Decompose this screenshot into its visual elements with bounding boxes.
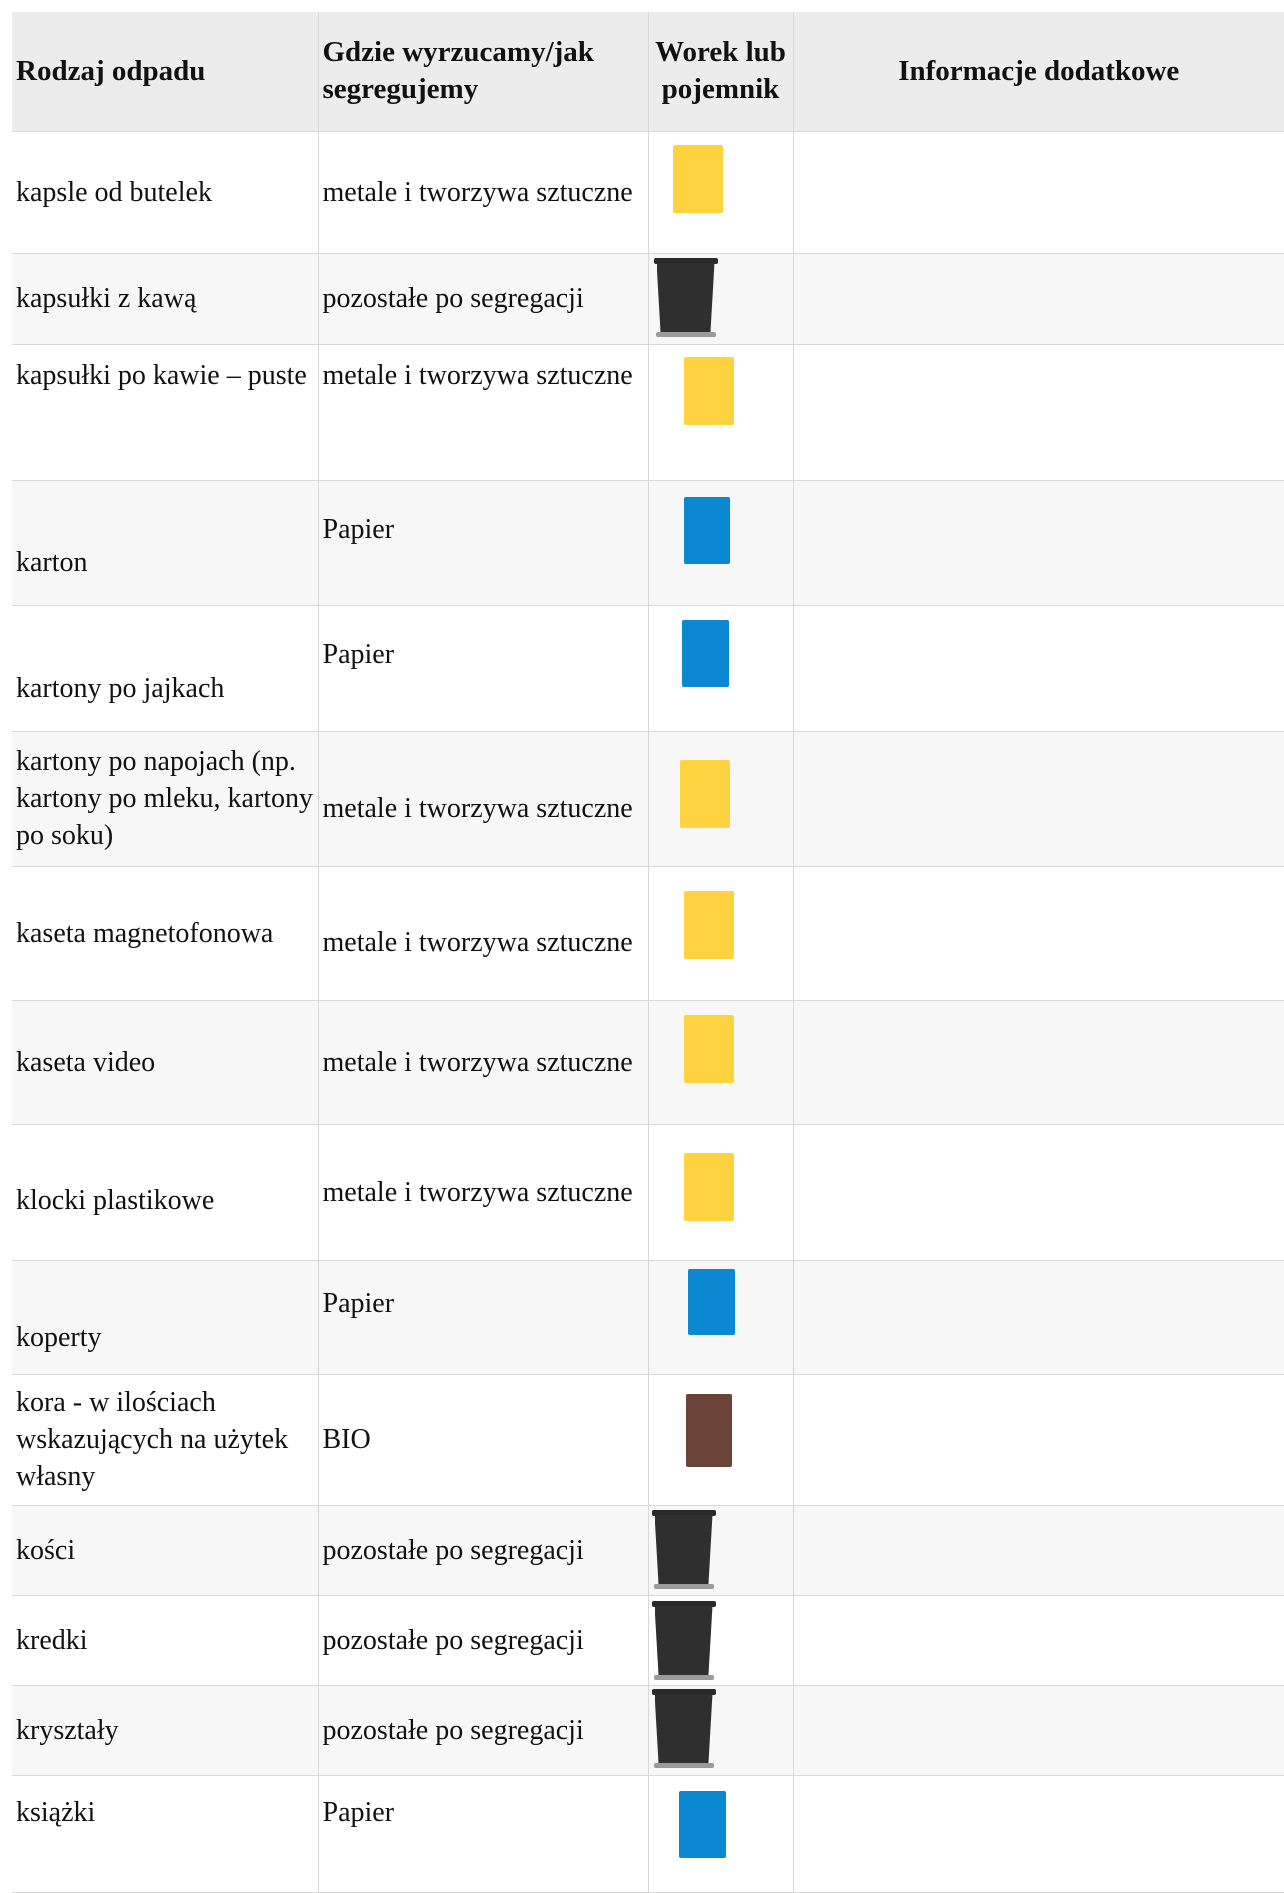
- disposal-category: pozostałe po segregacji: [317, 1505, 648, 1596]
- yellow-bag-icon: [683, 890, 734, 959]
- additional-info: [792, 131, 1284, 254]
- disposal-category: Papier: [317, 605, 648, 732]
- additional-info: [792, 253, 1284, 345]
- black-bin-icon: [651, 1688, 716, 1769]
- table-row: kaseta video metale i tworzywa sztuczne: [12, 1000, 1284, 1125]
- disposal-category: BIO: [317, 1374, 648, 1506]
- table-row: kartony po napojach (np. kartony po mlek…: [12, 731, 1284, 867]
- waste-name: książki: [12, 1775, 318, 1893]
- yellow-bag-icon: [683, 356, 734, 425]
- additional-info: [792, 731, 1284, 867]
- additional-info: [792, 1505, 1284, 1596]
- table-row: kora - w ilościach wskazujących na użyte…: [12, 1374, 1284, 1506]
- waste-name: kapsułki z kawą: [12, 253, 318, 345]
- disposal-category: metale i tworzywa sztuczne: [317, 344, 648, 481]
- additional-info: [792, 344, 1284, 481]
- blue-bag-icon: [687, 1268, 735, 1335]
- table-row: kartony po jajkach Papier: [12, 605, 1284, 732]
- waste-name: kaseta video: [12, 1000, 318, 1125]
- yellow-bag-icon: [683, 1152, 734, 1221]
- additional-info: [792, 1595, 1284, 1686]
- additional-info: [792, 1000, 1284, 1125]
- waste-name: kredki: [12, 1595, 318, 1686]
- table-row: kaseta magnetofonowa metale i tworzywa s…: [12, 866, 1284, 1001]
- waste-name: kapsułki po kawie – puste: [12, 344, 318, 481]
- header-waste-type: Rodzaj odpadu: [12, 12, 318, 132]
- waste-sorting-table: Rodzaj odpadu Gdzie wyrzucamy/jak segreg…: [12, 12, 1284, 1893]
- header-info: Informacje dodatkowe: [792, 12, 1284, 132]
- waste-name: kryształy: [12, 1685, 318, 1776]
- yellow-bag-icon: [683, 1014, 734, 1083]
- header-container: Worek lub pojemnik: [647, 12, 793, 132]
- additional-info: [792, 1260, 1284, 1375]
- blue-bag-icon: [681, 619, 729, 687]
- additional-info: [792, 480, 1284, 606]
- disposal-category: Papier: [317, 480, 648, 606]
- header-row: Rodzaj odpadu Gdzie wyrzucamy/jak segreg…: [12, 12, 1284, 132]
- yellow-bag-icon: [679, 759, 730, 828]
- disposal-category: metale i tworzywa sztuczne: [317, 731, 648, 867]
- additional-info: [792, 1775, 1284, 1893]
- waste-name: kartony po napojach (np. kartony po mlek…: [12, 731, 318, 867]
- table-row: kapsułki po kawie – puste metale i tworz…: [12, 344, 1284, 481]
- table-row: kapsle od butelek metale i tworzywa sztu…: [12, 131, 1284, 254]
- additional-info: [792, 1685, 1284, 1776]
- waste-name: kora - w ilościach wskazujących na użyte…: [12, 1374, 318, 1506]
- table-row: karton Papier: [12, 480, 1284, 606]
- waste-name: kapsle od butelek: [12, 131, 318, 254]
- disposal-category: Papier: [317, 1260, 648, 1375]
- yellow-bag-icon: [672, 144, 723, 213]
- table-row: książki Papier: [12, 1775, 1284, 1893]
- table-row: klocki plastikowe metale i tworzywa sztu…: [12, 1124, 1284, 1261]
- disposal-category: metale i tworzywa sztuczne: [317, 1124, 648, 1261]
- disposal-category: pozostałe po segregacji: [317, 1685, 648, 1776]
- disposal-category: metale i tworzywa sztuczne: [317, 866, 648, 1001]
- blue-bag-icon: [678, 1790, 726, 1858]
- waste-name: karton: [12, 480, 318, 606]
- disposal-category: Papier: [317, 1775, 648, 1893]
- table-row: kapsułki z kawą pozostałe po segregacji: [12, 253, 1284, 345]
- black-bin-icon: [651, 1600, 716, 1681]
- waste-name: koperty: [12, 1260, 318, 1375]
- table-row: kredki pozostałe po segregacji: [12, 1595, 1284, 1686]
- additional-info: [792, 866, 1284, 1001]
- disposal-category: metale i tworzywa sztuczne: [317, 1000, 648, 1125]
- waste-name: kaseta magnetofonowa: [12, 866, 318, 1001]
- additional-info: [792, 1374, 1284, 1506]
- table-row: kości pozostałe po segregacji: [12, 1505, 1284, 1596]
- additional-info: [792, 605, 1284, 732]
- disposal-category: metale i tworzywa sztuczne: [317, 131, 648, 254]
- waste-name: klocki plastikowe: [12, 1124, 318, 1261]
- black-bin-icon: [651, 1509, 716, 1590]
- waste-name: kości: [12, 1505, 318, 1596]
- black-bin-icon: [653, 257, 718, 338]
- disposal-category: pozostałe po segregacji: [317, 253, 648, 345]
- blue-bag-icon: [683, 496, 730, 564]
- table-row: koperty Papier: [12, 1260, 1284, 1375]
- header-disposal: Gdzie wyrzucamy/jak segregujemy: [317, 12, 648, 132]
- brown-bag-icon: [685, 1393, 732, 1467]
- table-row: kryształy pozostałe po segregacji: [12, 1685, 1284, 1776]
- disposal-category: pozostałe po segregacji: [317, 1595, 648, 1686]
- additional-info: [792, 1124, 1284, 1261]
- waste-name: kartony po jajkach: [12, 605, 318, 732]
